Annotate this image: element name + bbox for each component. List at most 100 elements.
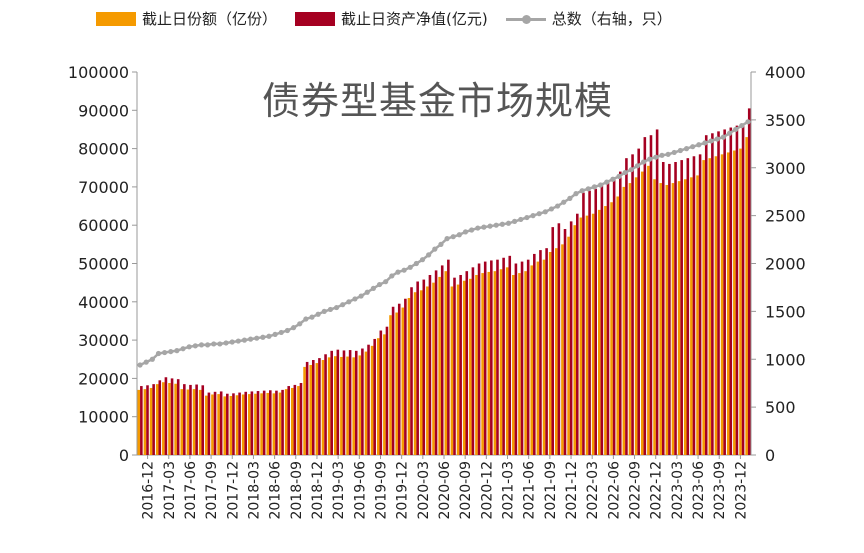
x-tick-label: 2018-03 [246,461,262,520]
count-point [677,147,683,154]
bar-nav [373,338,376,455]
count-point [469,227,475,233]
bar-nav [269,390,272,455]
bar-shares [383,334,386,455]
bar-nav [404,298,407,455]
bar-nav [262,390,266,455]
bar-nav [244,391,248,455]
bar-shares [659,183,662,455]
bar-shares [622,186,626,455]
count-point [321,308,327,314]
count-point [579,188,585,194]
y-left-tick-label: 100000 [68,63,129,82]
count-point [524,214,530,221]
count-point [745,119,751,125]
bar-shares [499,269,503,455]
bar-nav [447,259,450,455]
bar-nav [281,389,284,455]
x-tick-label: 2021-09 [543,461,559,520]
bar-nav [410,287,413,455]
count-point [585,186,591,192]
bar-shares [272,393,276,455]
count-point [223,340,229,346]
bar-shares [370,345,374,455]
bar-nav [686,158,690,456]
count-point [413,260,419,267]
bar-shares [254,393,257,455]
bar-nav [594,188,598,455]
count-point [352,296,358,302]
bar-nav [704,135,708,455]
bar-shares [413,292,417,455]
bar-shares [733,150,736,455]
bar-shares [358,355,362,455]
x-tick-label: 2023-03 [670,461,686,520]
bar-shares [628,183,632,455]
bar-shares [352,357,355,455]
bar-nav [201,385,205,455]
bar-shares [542,259,546,455]
bar-nav [213,391,217,455]
bar-nav [238,392,241,455]
bar-nav [189,384,192,455]
y-left-tick-label: 80000 [78,140,129,159]
bar-nav [569,221,573,455]
y-left-tick-label: 60000 [78,216,129,235]
count-point [315,311,321,317]
bar-nav [741,123,745,455]
bar-shares [248,394,251,455]
bar-shares [137,389,141,455]
count-point [260,334,266,340]
bar-nav [514,263,518,455]
bar-nav [576,213,579,455]
count-point [683,146,690,152]
bar-nav [459,274,462,455]
bar-shares [665,184,669,456]
count-point [726,130,733,136]
count-point [217,341,223,347]
count-point [505,220,512,226]
x-tick-label: 2019-09 [373,461,389,520]
y-right-tick-label: 3500 [765,111,806,130]
bar-shares [634,177,638,455]
legend-swatch-count [505,12,546,26]
bar-nav [428,274,432,455]
count-point [370,285,376,291]
bar-shares [640,171,644,455]
bar-shares [487,271,491,455]
bar-shares [438,276,441,455]
legend-label-count: 总数（右轴，只） [551,10,672,28]
bar-shares [677,181,681,455]
x-tick-label: 2020-06 [437,461,453,520]
count-point [346,299,352,305]
bar-shares [653,179,656,456]
bar-nav [508,255,512,455]
bar-nav [379,330,383,455]
chart-legend: 截止日份额（亿份） 截止日资产净值(亿元) 总数（右轴，只） [96,8,690,29]
bar-shares [192,389,196,455]
count-point [247,336,254,342]
count-point [340,302,346,308]
bar-nav [275,390,278,455]
y-right-tick-label: 1000 [765,350,806,369]
y-right-tick-label: 4000 [765,63,806,82]
y-right-tick-label: 2000 [765,255,806,274]
y-left-tick-label: 90000 [78,101,129,120]
bar-shares [315,363,319,455]
bar-shares [462,280,466,455]
x-tick-label: 2017-03 [162,461,178,520]
count-line [139,120,749,367]
count-point [573,191,579,197]
legend-swatch-nav [295,11,336,26]
bar-nav [385,326,389,455]
bar-nav [477,263,481,455]
count-point [530,213,536,219]
count-point [542,209,548,215]
count-point [696,142,702,148]
count-point [162,349,168,356]
legend-swatch-shares [96,11,136,26]
bar-shares [426,286,429,455]
bar-nav [336,349,340,455]
count-point [241,337,248,343]
bar-shares [671,183,675,455]
